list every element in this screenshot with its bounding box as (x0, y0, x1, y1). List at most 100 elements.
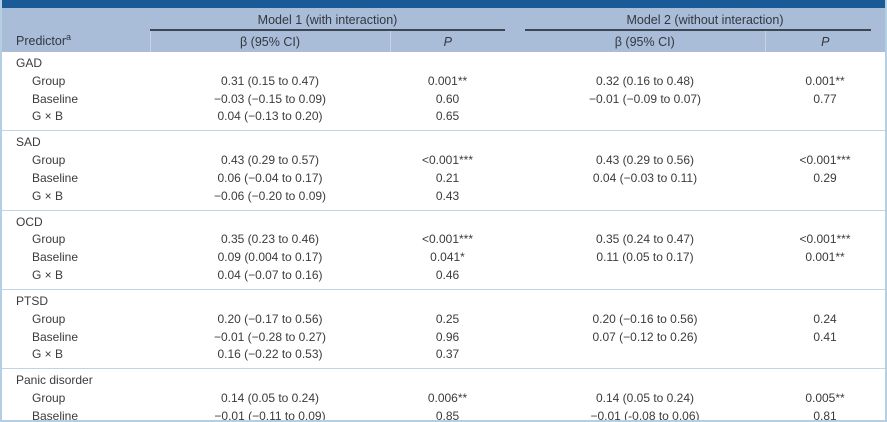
gap-cell (505, 249, 525, 267)
m1-beta-cell: 0.14 (0.05 to 0.24) (220, 391, 320, 406)
m2-p-cell: <0.001*** (799, 153, 851, 168)
gap-cell (505, 408, 525, 420)
gap-cell (505, 346, 525, 370)
table-row: Group 0.31 (0.15 to 0.47) 0.001** 0.32 (… (2, 73, 885, 91)
section-header: PTSD (2, 289, 885, 310)
gap-cell (505, 73, 525, 91)
predictor-column-header: Predictora (2, 8, 150, 52)
m1-p-cell: 0.46 (390, 267, 505, 290)
m2-beta-cell (525, 108, 765, 132)
gap-cell (505, 152, 525, 170)
m1-beta-cell: 0.04 (−0.13 to 0.20) (150, 108, 390, 132)
m2-p-cell (765, 108, 885, 132)
m2-p-cell: 0.24 (813, 311, 837, 326)
m2-p-cell: 0.001** (805, 250, 845, 265)
section-name: SAD (16, 135, 41, 150)
gap-cell (505, 187, 525, 211)
row-label: Group (32, 232, 66, 247)
m2-p-cell: 0.29 (813, 170, 837, 185)
section-header: GAD (2, 52, 885, 73)
m1-beta-cell: 0.16 (−0.22 to 0.53) (150, 346, 390, 370)
m2-beta-cell: −0.01 (−0.09 to 0.07) (588, 91, 702, 106)
table-top-rule (2, 0, 885, 8)
section-name: PTSD (16, 293, 49, 308)
table-row: Baseline −0.01 (−0.11 to 0.09) 0.85 −0.0… (2, 408, 885, 422)
m1-p-cell: <0.001*** (421, 232, 474, 247)
regression-results-table: Predictora Model 1 (with interaction) Mo… (2, 8, 885, 422)
gap-cell (505, 329, 525, 347)
row-label: Group (32, 153, 66, 168)
gap-cell (505, 390, 525, 408)
m1-p-cell: <0.001*** (421, 153, 474, 168)
section-name: GAD (16, 56, 43, 70)
table-row: G × B 0.04 (−0.13 to 0.20) 0.65 (2, 108, 885, 132)
m2-beta-cell: 0.32 (0.16 to 0.48) (595, 73, 695, 88)
section-header: OCD (2, 210, 885, 231)
m2-p-cell: 0.41 (813, 329, 837, 344)
m2-p-cell (765, 187, 885, 211)
m2-p-cell: 0.005** (805, 391, 845, 406)
m2-p-cell: <0.001*** (799, 232, 851, 247)
m1-p-cell: 0.37 (390, 346, 505, 370)
section-header: SAD (2, 131, 885, 152)
section-header: Panic disorder (2, 369, 885, 390)
table-row: Baseline −0.01 (−0.28 to 0.27) 0.96 0.07… (2, 329, 885, 347)
m2-beta-cell: 0.43 (0.29 to 0.56) (595, 153, 695, 168)
row-label: Baseline (32, 91, 79, 106)
table-row: Group 0.35 (0.23 to 0.46) <0.001*** 0.35… (2, 231, 885, 249)
row-label: G × B (2, 267, 150, 290)
m2-p-cell: 0.77 (813, 91, 837, 106)
row-label: G × B (2, 108, 150, 132)
m2-p-cell (765, 346, 885, 370)
row-label: Group (32, 73, 66, 88)
m1-p-cell: 0.25 (435, 311, 460, 326)
model1-beta-header: β (95% CI) (149, 31, 390, 52)
model-group-header-row: Predictora Model 1 (with interaction) Mo… (2, 8, 885, 52)
m2-beta-cell: 0.11 (0.05 to 0.17) (596, 250, 694, 265)
m1-beta-cell: −0.01 (−0.11 to 0.09) (214, 408, 326, 422)
m1-p-cell: 0.65 (390, 108, 505, 132)
table-row: G × B −0.06 (−0.20 to 0.09) 0.43 (2, 187, 885, 211)
m1-p-cell: 0.001** (427, 73, 468, 88)
section-name: Panic disorder (16, 373, 93, 388)
table-row: G × B 0.04 (−0.07 to 0.16) 0.46 (2, 267, 885, 290)
m2-beta-cell: −0.01 (-0.08 to 0.06) (590, 408, 700, 422)
m1-beta-cell: 0.35 (0.23 to 0.46) (220, 232, 320, 247)
section-name: OCD (16, 214, 43, 229)
m2-beta-cell (525, 346, 765, 370)
row-label: Baseline (32, 170, 79, 185)
m2-beta-cell (525, 267, 765, 290)
m2-beta-cell (525, 187, 765, 211)
m1-beta-cell: −0.06 (−0.20 to 0.09) (150, 187, 390, 211)
m2-beta-cell: 0.04 (−0.03 to 0.11) (592, 170, 698, 185)
m1-beta-cell: −0.01 (−0.28 to 0.27) (213, 329, 327, 344)
gap-cell (505, 311, 525, 329)
m1-beta-cell: 0.31 (0.15 to 0.47) (220, 73, 320, 88)
row-label: Group (32, 311, 66, 326)
gap-cell (505, 108, 525, 132)
gap-cell (505, 170, 525, 188)
model2-group-header: Model 2 (without interaction) (525, 8, 885, 31)
m2-p-cell: 0.001** (805, 73, 845, 88)
m1-p-cell: 0.006** (427, 391, 468, 406)
m1-p-cell: 0.85 (435, 408, 460, 422)
table-row: Baseline 0.06 (−0.04 to 0.17) 0.21 0.04 … (2, 170, 885, 188)
m1-beta-cell: 0.04 (−0.07 to 0.16) (150, 267, 390, 290)
m1-p-cell: 0.041* (430, 250, 465, 265)
table-row: Baseline 0.09 (0.004 to 0.17) 0.041* 0.1… (2, 249, 885, 267)
m1-p-cell: 0.21 (435, 170, 460, 185)
m1-beta-cell: 0.43 (0.29 to 0.57) (220, 153, 320, 168)
gap-cell (505, 91, 525, 109)
row-label: Baseline (32, 408, 79, 422)
predictor-footnote-mark: a (66, 31, 72, 42)
row-label: G × B (2, 187, 150, 211)
model1-header-rule (150, 29, 505, 31)
table-row: Group 0.20 (−0.17 to 0.56) 0.25 0.20 (−0… (2, 311, 885, 329)
row-label: G × B (2, 346, 150, 370)
model1-p-header: P (389, 31, 505, 52)
m1-p-cell: 0.96 (435, 329, 460, 344)
model2-title: Model 2 (without interaction) (626, 12, 784, 27)
table-body: GAD Group 0.31 (0.15 to 0.47) 0.001** 0.… (2, 52, 885, 422)
row-label: Group (32, 391, 66, 406)
predictor-label: Predictor (16, 34, 67, 48)
